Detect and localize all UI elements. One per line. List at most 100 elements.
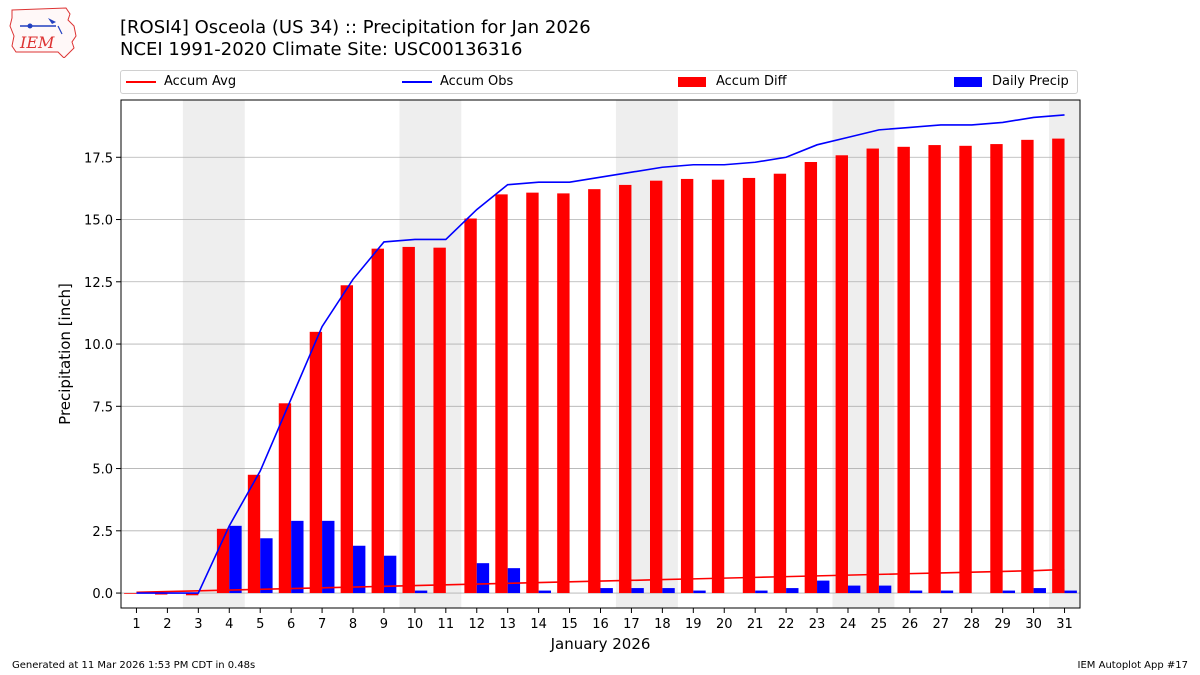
accum-diff-bar [990,144,1003,594]
x-tick-label: 30 [1025,617,1042,632]
daily-precip-bar [1002,590,1016,594]
y-tick-label: 12.5 [84,276,113,291]
x-axis-label: January 2026 [550,635,651,653]
x-tick-label: 15 [561,617,578,632]
x-tick-label: 16 [592,617,609,632]
weekend-shade [182,100,245,608]
daily-precip-bar [538,590,552,594]
x-tick-label: 4 [225,617,233,632]
accum-diff-bar [711,179,725,594]
accum-diff-bar [619,184,632,594]
line-series [136,114,1065,594]
x-tick-label: 12 [468,617,485,632]
x-tick-label: 10 [407,617,424,632]
legend-label: Daily Precip [992,74,1069,89]
x-tick-label: 9 [380,617,388,632]
accum-diff-bar [309,331,323,594]
accum-obs-line [136,114,1065,594]
daily-precip-bar [476,563,490,594]
accum-diff-bar [835,155,848,594]
x-tick-label: 1 [132,617,140,632]
x-tick-label: 2 [163,617,171,632]
accum-diff-bar [959,145,972,594]
x-tick-label: 28 [963,617,980,632]
y-tick-label: 10.0 [84,338,113,353]
x-tick-label: 11 [438,617,455,632]
accum-diff-bar [340,285,354,594]
daily-precip-bar [817,580,830,594]
x-tick-label: 23 [809,617,826,632]
daily-precip-bar [353,545,366,594]
daily-precip-bar [1064,590,1077,594]
accum-diff-bar [185,593,199,596]
accum-diff-bar [464,218,477,594]
daily-precip-bar [600,588,613,594]
x-axis-ticks: 1 2 3 4 5 6 7 8 9 10 11 12 13 14 15 16 17 18 19 20 21 22 23 24 2… [132,608,1073,632]
daily-precip-bar [940,590,954,594]
accum-diff-bar [649,180,663,594]
x-tick-label: 5 [256,617,264,632]
iem-logo: IEM [8,6,80,59]
accum-diff-bar [897,146,910,594]
daily-precip-bar [631,588,644,594]
y-axis-label: Precipitation [inch] [56,283,74,425]
x-tick-label: 7 [318,617,326,632]
bar-series [124,138,1077,596]
x-tick-label: 29 [994,617,1011,632]
accum-diff-bar [495,194,508,594]
y-tick-label: 2.5 [92,525,113,540]
app-credit: IEM Autoplot App #17 [1077,660,1188,671]
x-tick-label: 8 [349,617,357,632]
accum-diff-bar [680,178,694,594]
chart-title: [ROSI4] Osceola (US 34) :: Precipitation… [120,17,591,38]
y-tick-label: 15.0 [84,214,113,229]
legend-label: Accum Diff [716,74,787,89]
accum-diff-bar [402,246,415,594]
x-tick-label: 19 [685,617,702,632]
daily-precip-bar [878,585,892,594]
daily-precip-bar [755,590,768,594]
x-tick-label: 25 [871,617,888,632]
accum-diff-bar [1052,138,1065,594]
daily-precip-bar [693,590,706,594]
accum-diff-bar [928,145,941,594]
daily-precip-bar [847,585,861,594]
daily-precip-bar [383,555,397,594]
x-tick-label: 13 [499,617,516,632]
accum-diff-bar [773,173,787,594]
daily-precip-bar [507,568,521,594]
x-tick-label: 14 [530,617,547,632]
x-tick-label: 31 [1056,617,1073,632]
legend-swatch-daily-precip [954,77,982,87]
accum-diff-bar [526,192,539,594]
daily-precip-bar [260,538,273,594]
daily-precip-bar [229,525,242,594]
daily-precip-bar [1033,588,1046,594]
x-tick-label: 21 [747,617,764,632]
x-tick-label: 3 [194,617,202,632]
x-tick-label: 24 [840,617,857,632]
accum-diff-bar [371,248,384,594]
accum-diff-bar [1021,139,1034,594]
x-tick-label: 17 [623,617,640,632]
accum-diff-bar [588,189,601,594]
legend-swatch-accum-avg [126,81,156,83]
daily-precip-bar [414,590,428,594]
daily-precip-bar [291,520,304,594]
accum-diff-bar [247,474,261,594]
legend-label: Accum Avg [164,74,237,89]
accum-diff-bar [124,593,137,594]
accum-diff-bar [742,177,756,594]
iowa-state-outline-icon: IEM [9,7,77,59]
chart-legend: Accum Avg Accum Obs Accum Diff Daily Pre… [120,70,1078,94]
x-tick-label: 6 [287,617,295,632]
x-tick-label: 22 [778,617,795,632]
accum-diff-bar [866,148,879,594]
accum-diff-bar [278,403,292,594]
accum-diff-bar [557,193,570,594]
daily-precip-bar [322,520,335,594]
logo-text: IEM [19,33,55,52]
y-tick-label: 17.5 [84,151,113,166]
y-axis-ticks: 0.0 2.5 5.0 7.5 10.0 12.5 15.0 17.5 [84,151,121,602]
